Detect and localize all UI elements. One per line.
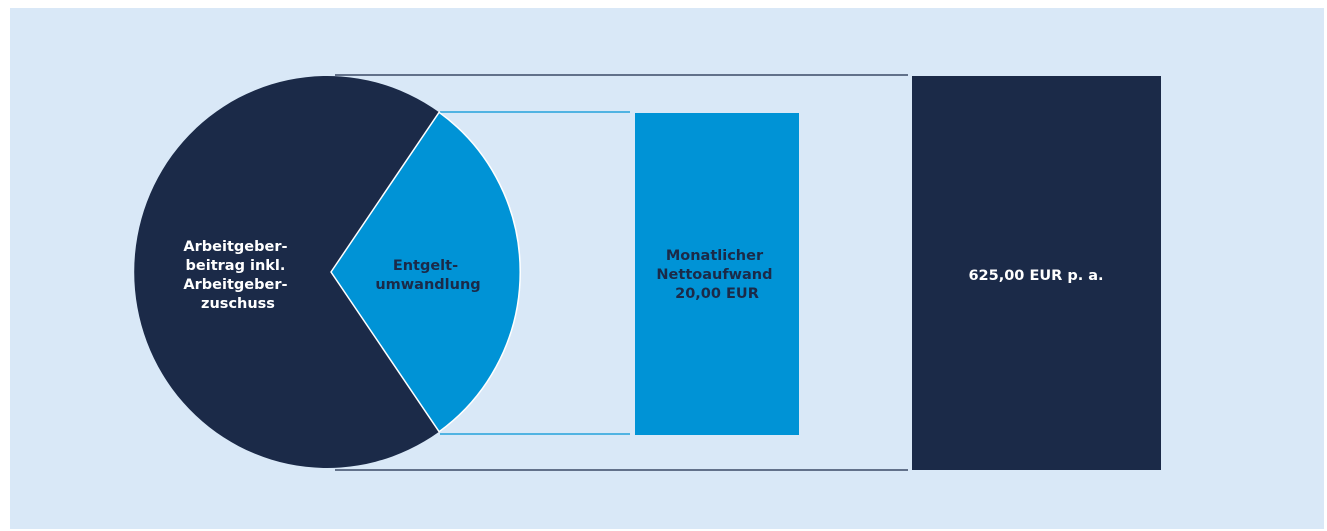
employer-contribution-line: beitrag inkl. (186, 258, 286, 274)
annual-total-label: 625,00 EUR p. a. (968, 268, 1103, 284)
pie-segment-salary-conversion (330, 111, 521, 433)
annual-total-box (912, 76, 1161, 470)
employer-contribution-line: Arbeitgeber- (183, 277, 287, 293)
employer-contribution-line: Arbeitgeber- (183, 239, 287, 255)
monthly-net-label: Monatlicher Nettoaufwand 20,00 EUR (656, 248, 777, 302)
monthly-net-line: Monatlicher (666, 248, 764, 264)
monthly-net-box (635, 113, 799, 435)
monthly-net-line: 20,00 EUR (675, 286, 759, 302)
salary-conversion-line: umwandlung (375, 277, 480, 293)
employer-contribution-label: Arbeitgeber- beitrag inkl. Arbeitgeber- … (183, 239, 292, 312)
pie-segment-employer-contribution (134, 76, 440, 469)
annual-total-line: 625,00 EUR p. a. (968, 268, 1103, 284)
salary-conversion-line: Entgelt- (393, 258, 458, 274)
salary-conversion-label: Entgelt- umwandlung (375, 258, 480, 293)
monthly-net-line: Nettoaufwand (656, 267, 772, 283)
employer-contribution-line: zuschuss (201, 296, 275, 312)
